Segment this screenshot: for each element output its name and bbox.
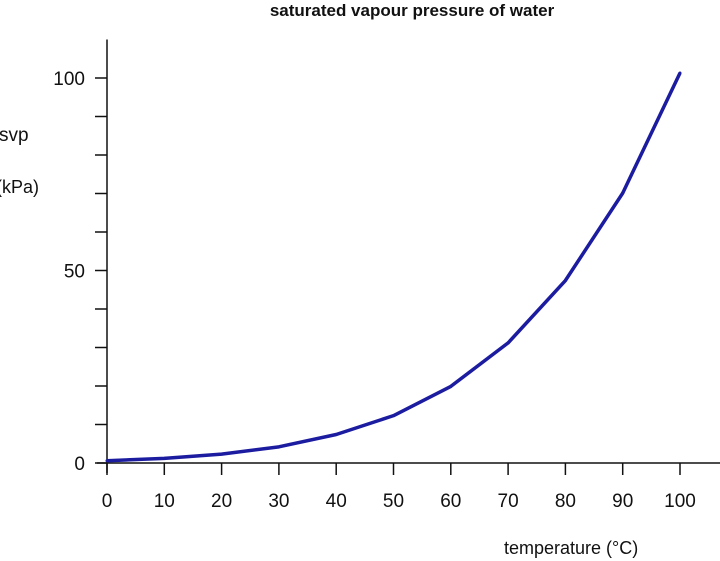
x-tick-label: 0 <box>102 491 113 512</box>
data-point <box>334 433 338 437</box>
y-tick-label: 0 <box>74 454 85 475</box>
series <box>105 71 682 463</box>
y-axis-label-line1: svp <box>0 125 29 146</box>
data-point <box>678 71 682 75</box>
x-tick-label: 50 <box>383 491 404 512</box>
x-tick-label: 40 <box>326 491 347 512</box>
x-tick-label: 100 <box>664 491 696 512</box>
svp-curve <box>106 72 682 463</box>
data-point <box>277 445 281 449</box>
x-tick-label: 80 <box>555 491 576 512</box>
data-point <box>162 456 166 460</box>
x-axis-label: temperature (°C) <box>504 538 638 558</box>
data-point <box>392 414 395 418</box>
data-point <box>105 459 109 463</box>
x-tick-label: 20 <box>211 491 232 512</box>
data-point <box>449 384 453 388</box>
data-point <box>621 191 625 195</box>
x-tick-label: 30 <box>268 491 289 512</box>
data-point <box>563 279 567 283</box>
data-point <box>506 341 510 345</box>
y-tick-label: 100 <box>53 69 85 90</box>
axes <box>97 39 720 473</box>
data-point <box>220 452 224 456</box>
y-axis-label-line2: (kPa) <box>0 177 39 197</box>
x-tick-label: 90 <box>612 491 633 512</box>
chart-title: saturated vapour pressure of water <box>270 1 555 20</box>
x-tick-label: 10 <box>154 491 175 512</box>
ticks: 0 10 20 30 40 50 60 70 80 90 100 0 50 100 <box>53 69 696 512</box>
x-tick-label: 70 <box>498 491 519 512</box>
y-tick-label: 50 <box>64 262 85 283</box>
x-tick-label: 60 <box>440 491 461 512</box>
